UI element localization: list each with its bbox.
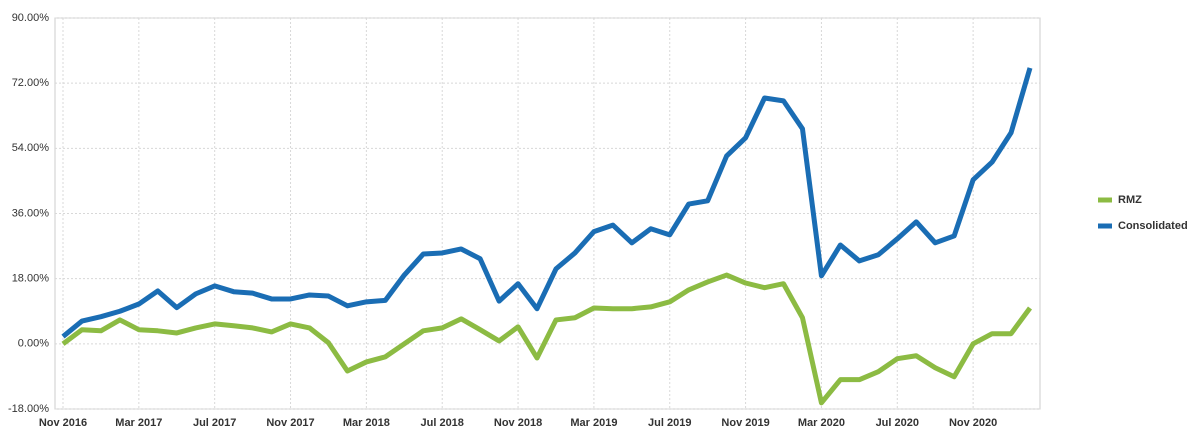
series-line — [61, 272, 1033, 406]
series-line — [61, 67, 1033, 339]
x-tick-label: Nov 2020 — [949, 417, 997, 429]
x-tick-label: Jul 2017 — [193, 417, 236, 429]
y-tick-label: 36.00% — [12, 207, 50, 219]
y-tick-label: -18.00% — [8, 403, 49, 415]
x-tick-label: Mar 2019 — [570, 417, 617, 429]
legend-label: Consolidated — [1118, 220, 1188, 232]
x-tick-label: Nov 2017 — [266, 417, 314, 429]
x-tick-label: Jul 2020 — [876, 417, 919, 429]
x-tick-label: Mar 2018 — [343, 417, 390, 429]
x-tick-label: Jul 2018 — [421, 417, 464, 429]
x-tick-label: Mar 2017 — [115, 417, 162, 429]
y-tick-label: 54.00% — [12, 142, 50, 154]
y-tick-label: 72.00% — [12, 77, 50, 89]
y-tick-label: 18.00% — [12, 273, 50, 285]
x-tick-label: Nov 2016 — [39, 417, 87, 429]
y-tick-label: 90.00% — [12, 12, 50, 24]
legend-label: RMZ — [1118, 194, 1142, 206]
x-tick-label: Nov 2019 — [721, 417, 769, 429]
x-tick-label: Mar 2020 — [798, 417, 845, 429]
x-tick-label: Nov 2018 — [494, 417, 542, 429]
x-tick-label: Jul 2019 — [648, 417, 691, 429]
y-tick-label: 0.00% — [18, 338, 49, 350]
